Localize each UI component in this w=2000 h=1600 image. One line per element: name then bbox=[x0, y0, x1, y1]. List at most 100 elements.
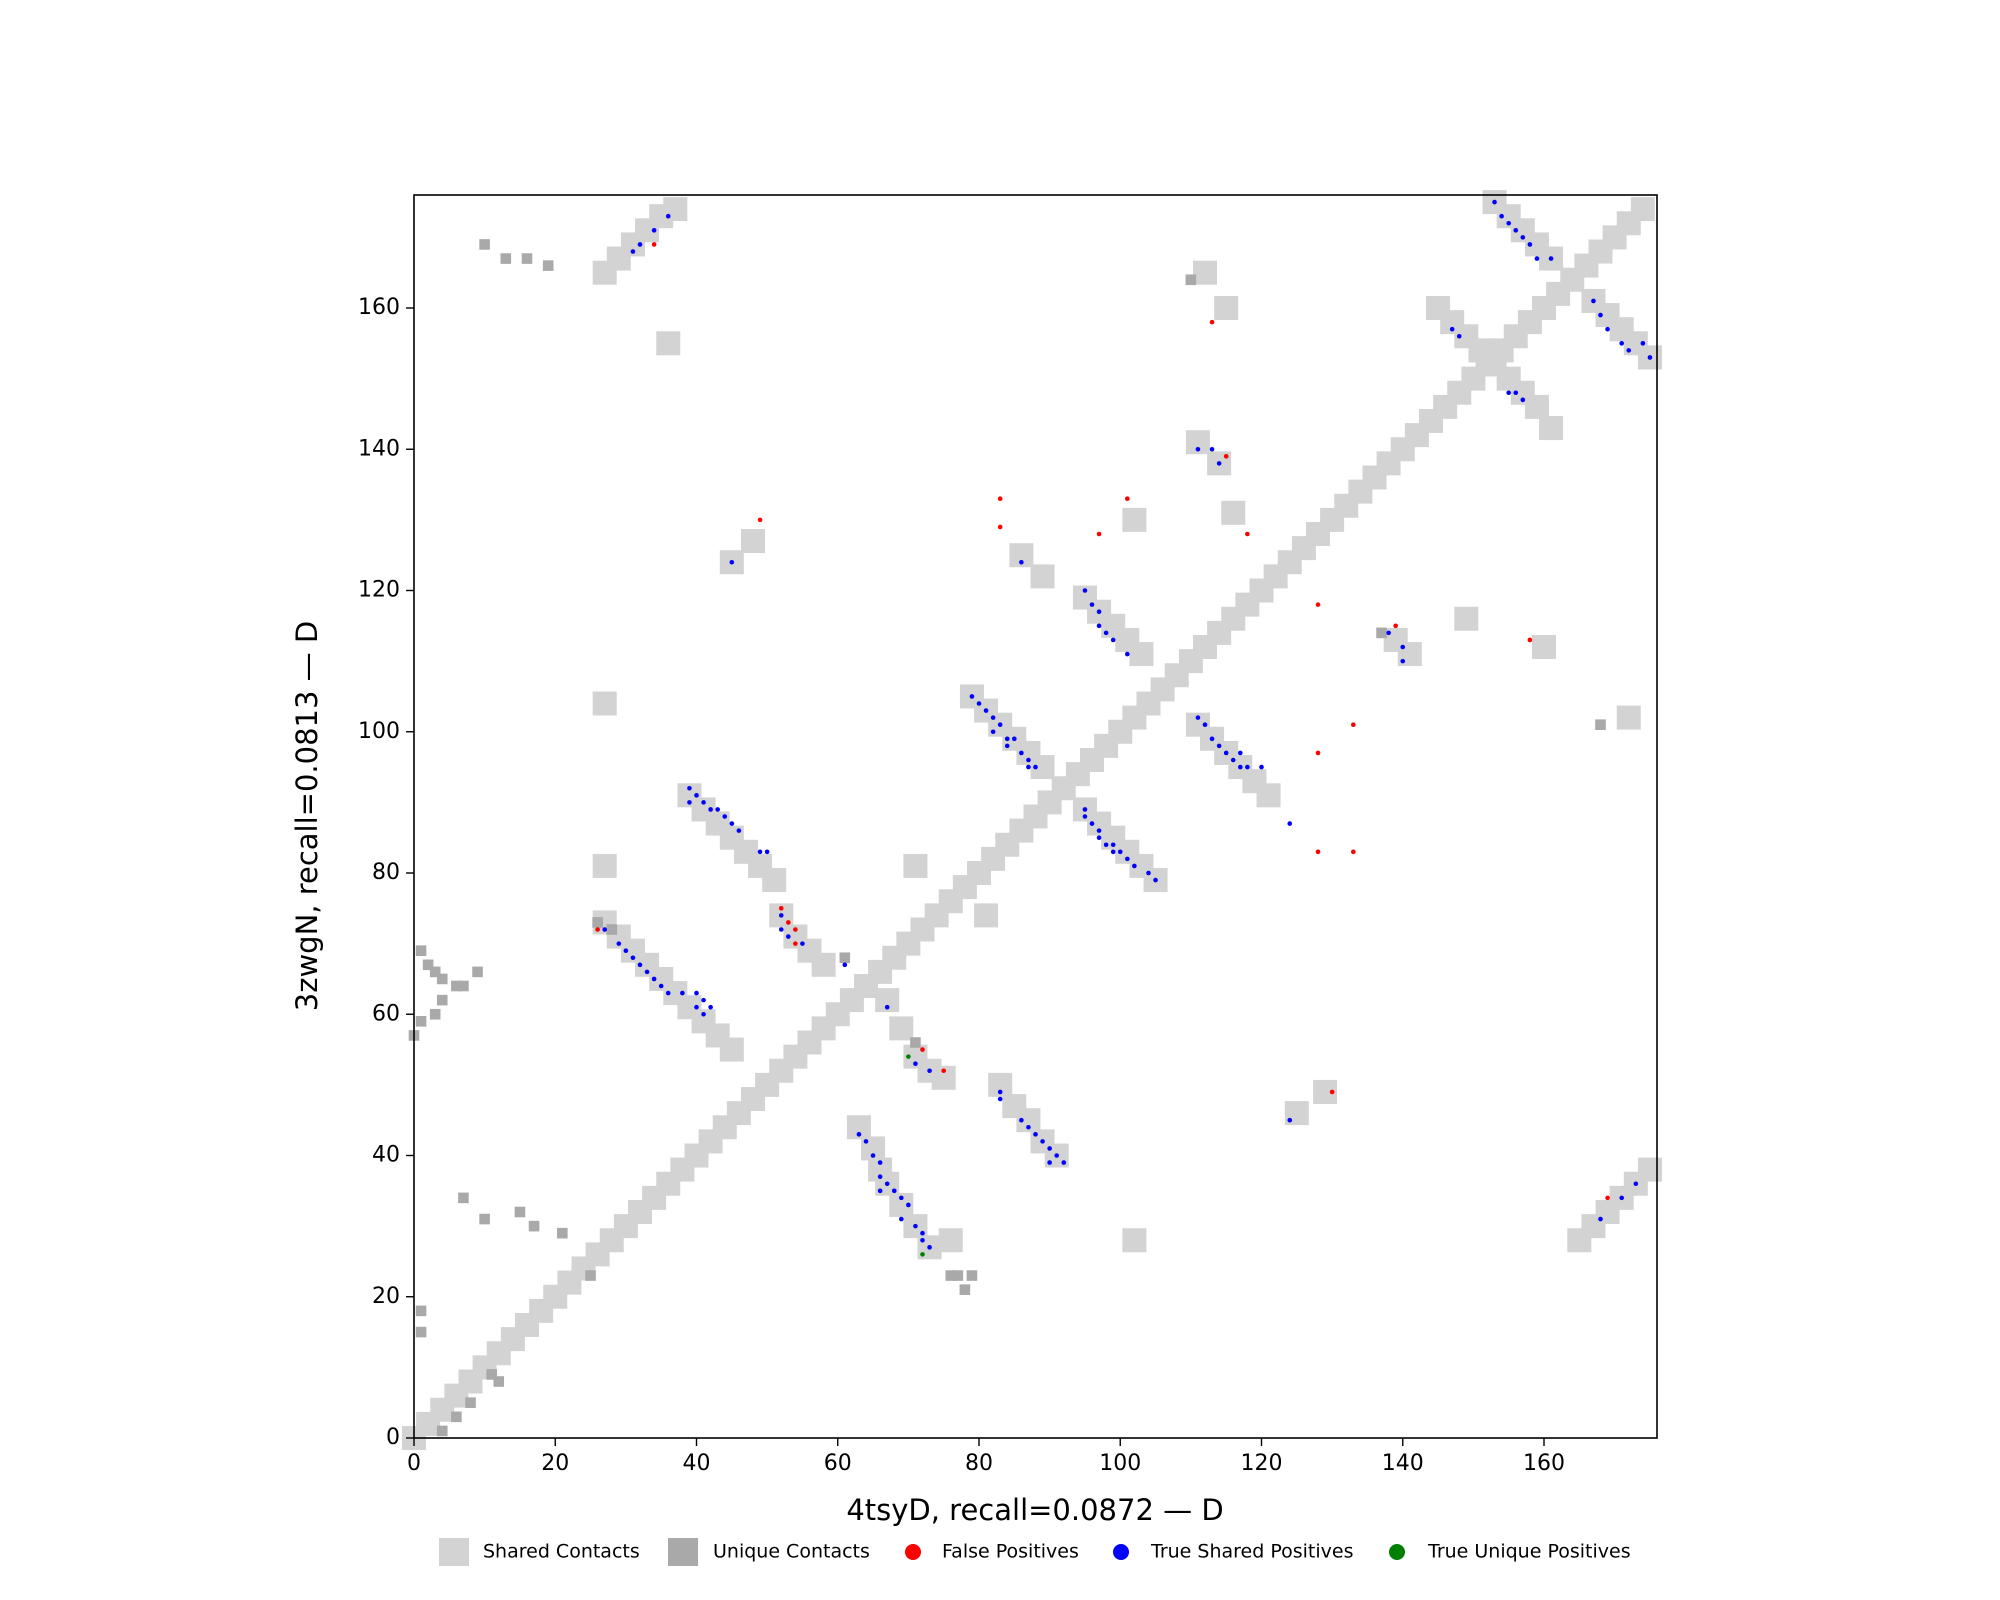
prediction-dot bbox=[644, 969, 650, 975]
y-tick-label: 80 bbox=[372, 860, 400, 885]
prediction-dot bbox=[1082, 814, 1088, 819]
contact-cell bbox=[910, 1037, 921, 1048]
contact-cell bbox=[465, 1397, 476, 1408]
prediction-dot bbox=[1633, 1181, 1639, 1187]
contact-cell bbox=[422, 959, 434, 971]
legend: Shared Contacts Unique Contacts False Posi… bbox=[439, 1538, 1631, 1566]
contact-cell bbox=[1185, 274, 1197, 286]
y-tick-label: 40 bbox=[372, 1143, 400, 1168]
prediction-dot bbox=[1520, 397, 1526, 403]
contact-cell bbox=[1256, 783, 1281, 808]
prediction-dot bbox=[1492, 199, 1497, 205]
y-tick-label: 0 bbox=[386, 1425, 400, 1450]
prediction-dot bbox=[997, 1096, 1003, 1102]
x-tick-label: 100 bbox=[1099, 1451, 1141, 1476]
prediction-dot bbox=[1096, 835, 1102, 840]
prediction-dot bbox=[687, 785, 692, 791]
prediction-dot bbox=[913, 1223, 918, 1229]
contact-cell bbox=[938, 1228, 963, 1253]
prediction-dot bbox=[630, 955, 636, 961]
prediction-dot bbox=[877, 1174, 883, 1179]
prediction-dot bbox=[906, 1054, 911, 1059]
y-axis-label: 3zwgN, recall=0.0813 — D bbox=[290, 621, 324, 1011]
contact-cell bbox=[959, 1284, 971, 1295]
contact-cell bbox=[415, 1305, 427, 1317]
prediction-dot bbox=[701, 800, 706, 805]
x-tick-label: 0 bbox=[407, 1451, 421, 1476]
prediction-dot bbox=[630, 249, 636, 254]
prediction-dot bbox=[899, 1195, 904, 1201]
y-tick-label: 160 bbox=[358, 295, 400, 320]
contact-cell bbox=[436, 994, 448, 1006]
prediction-dot bbox=[694, 793, 699, 798]
prediction-dot bbox=[997, 524, 1003, 530]
prediction-dot bbox=[658, 983, 664, 989]
prediction-dot bbox=[1619, 1195, 1624, 1201]
x-tick-label: 140 bbox=[1382, 1451, 1424, 1476]
prediction-dot bbox=[1238, 764, 1243, 770]
prediction-dot bbox=[757, 849, 763, 855]
contact-cell bbox=[493, 1376, 505, 1387]
prediction-dot bbox=[793, 927, 798, 932]
prediction-dot bbox=[651, 228, 657, 233]
contact-cell bbox=[1214, 295, 1239, 321]
prediction-dot bbox=[1527, 242, 1533, 247]
prediction-dot bbox=[1605, 1195, 1610, 1201]
prediction-dot bbox=[920, 1252, 925, 1257]
prediction-dot bbox=[1047, 1146, 1052, 1151]
prediction-dot bbox=[1548, 256, 1554, 261]
prediction-dot bbox=[1012, 736, 1017, 742]
x-tick-label: 20 bbox=[541, 1451, 569, 1476]
contact-cell bbox=[952, 1270, 964, 1281]
prediction-dot bbox=[884, 1181, 890, 1187]
y-tick-label: 140 bbox=[358, 436, 400, 461]
prediction-dot bbox=[1096, 623, 1102, 629]
prediction-dot bbox=[997, 722, 1003, 727]
prediction-dot bbox=[722, 814, 728, 819]
prediction-dot bbox=[1096, 609, 1102, 614]
contact-cell bbox=[1122, 507, 1147, 532]
prediction-dot bbox=[1019, 1117, 1024, 1123]
contact-cell bbox=[451, 1411, 462, 1423]
contact-cell bbox=[557, 1227, 568, 1239]
contact-cell bbox=[500, 253, 512, 264]
prediction-dot bbox=[1619, 341, 1624, 346]
x-tick-label: 40 bbox=[683, 1451, 711, 1476]
contact-cell bbox=[606, 924, 618, 935]
prediction-dot bbox=[1386, 630, 1391, 636]
prediction-dot bbox=[1499, 213, 1504, 219]
prediction-dot bbox=[1096, 531, 1102, 537]
prediction-dot bbox=[1287, 821, 1293, 826]
prediction-dot bbox=[1223, 750, 1229, 756]
prediction-dot bbox=[983, 708, 989, 713]
prediction-dot bbox=[842, 962, 848, 968]
legend-label: True Shared Positives bbox=[1150, 1541, 1353, 1563]
legend-label: True Unique Positives bbox=[1427, 1541, 1631, 1563]
prediction-dot bbox=[870, 1153, 876, 1158]
prediction-dot bbox=[920, 1237, 925, 1243]
legend-label: Unique Contacts bbox=[713, 1541, 870, 1563]
legend-swatch bbox=[1389, 1544, 1405, 1560]
contact-cell bbox=[429, 966, 441, 978]
prediction-dot bbox=[1004, 743, 1010, 749]
prediction-dot bbox=[1315, 849, 1321, 855]
prediction-dot bbox=[1216, 743, 1222, 749]
prediction-dot bbox=[793, 941, 798, 946]
prediction-dot bbox=[736, 828, 742, 833]
contact-cell bbox=[451, 980, 462, 992]
contact-cell bbox=[436, 973, 448, 985]
prediction-dot bbox=[665, 990, 671, 996]
prediction-dot bbox=[1223, 454, 1229, 459]
prediction-dot bbox=[637, 242, 643, 247]
prediction-dot bbox=[616, 941, 622, 946]
legend-swatch bbox=[668, 1538, 698, 1566]
contact-cell bbox=[472, 966, 483, 978]
contact-cell bbox=[1030, 564, 1055, 589]
prediction-dot bbox=[884, 1004, 890, 1010]
prediction-dot bbox=[1351, 849, 1356, 855]
contact-cell bbox=[1376, 627, 1387, 639]
prediction-dot bbox=[1315, 750, 1321, 756]
prediction-dot bbox=[1647, 355, 1653, 360]
prediction-dot bbox=[1019, 750, 1024, 756]
